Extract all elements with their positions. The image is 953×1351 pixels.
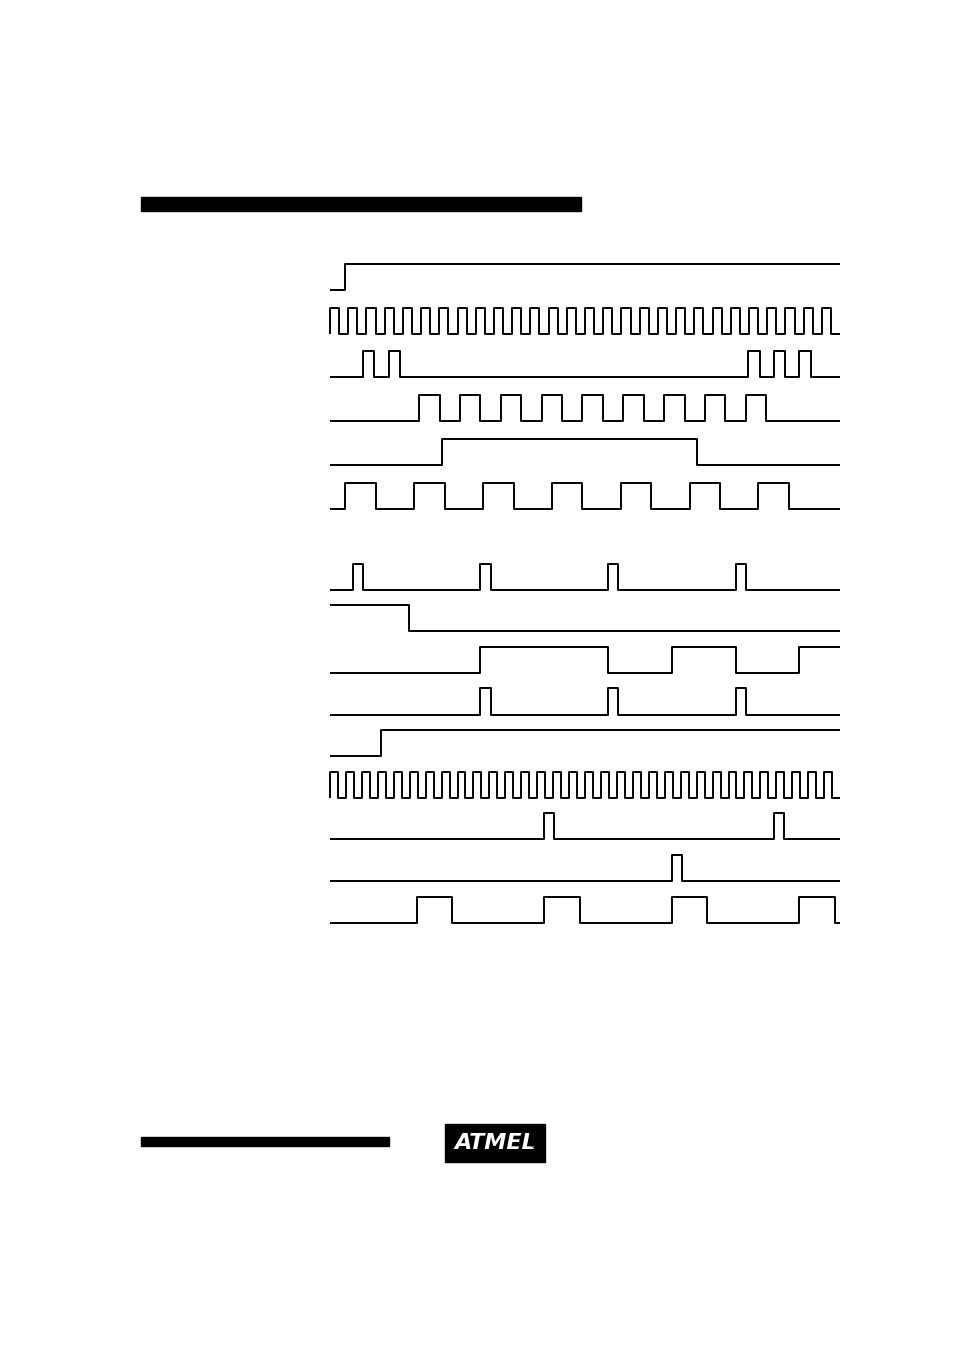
Text: ®: ® — [529, 1142, 537, 1151]
Bar — [141, 1136, 389, 1146]
Bar — [141, 197, 580, 211]
Text: ATMEL: ATMEL — [454, 1133, 536, 1154]
